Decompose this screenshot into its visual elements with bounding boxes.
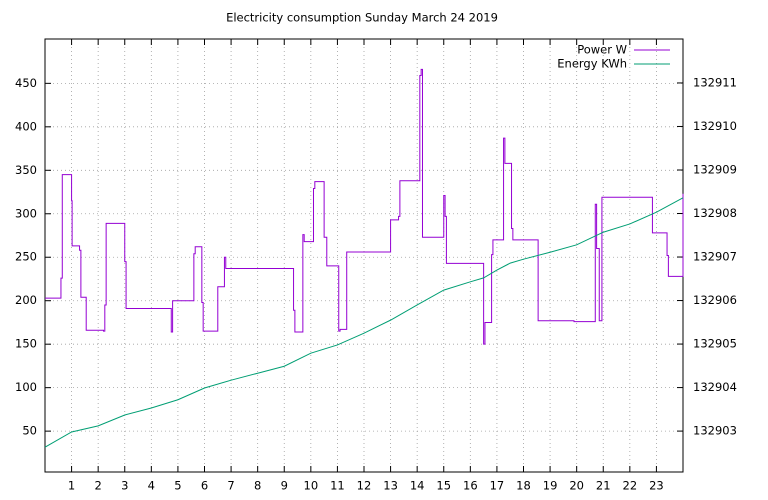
x-tick-label: 12 [357,479,372,493]
x-tick-label: 4 [148,479,155,493]
y-tick-label: 300 [15,206,37,220]
legend-label: Power W [577,43,627,57]
y-tick-label: 100 [15,380,37,394]
x-tick-label: 3 [121,479,128,493]
y2-tick-label: 132903 [693,424,737,438]
y2-tick-label: 132907 [693,250,737,264]
y2-tick-label: 132911 [693,75,737,89]
y-tick-label: 50 [22,424,37,438]
x-tick-label: 9 [281,479,288,493]
y-tick-label: 200 [15,293,37,307]
y2-tick-label: 132910 [693,119,737,133]
x-tick-label: 20 [569,479,584,493]
x-tick-label: 14 [410,479,425,493]
series-line [44,197,684,448]
chart-title: Electricity consumption Sunday March 24 … [226,11,498,25]
x-tick-label: 15 [436,479,451,493]
x-tick-label: 8 [254,479,261,493]
y-tick-label: 150 [15,337,37,351]
x-tick-label: 13 [383,479,398,493]
series-line [45,68,684,345]
y2-tick-label: 132905 [693,337,737,351]
x-tick-label: 17 [490,479,505,493]
y2-tick-label: 132908 [693,206,737,220]
x-tick-label: 2 [95,479,102,493]
x-tick-label: 6 [201,479,208,493]
y-tick-label: 250 [15,250,37,264]
y2-tick-label: 132906 [693,293,737,307]
x-tick-label: 16 [463,479,478,493]
x-tick-label: 18 [516,479,531,493]
x-tick-label: 21 [596,479,611,493]
x-tick-label: 22 [623,479,638,493]
x-tick-label: 7 [227,479,234,493]
legend-label: Energy KWh [557,57,627,71]
y2-tick-label: 132904 [693,380,737,394]
x-tick-label: 11 [330,479,345,493]
y-tick-label: 350 [15,163,37,177]
y-tick-label: 400 [15,119,37,133]
x-tick-label: 23 [649,479,664,493]
y2-tick-label: 132909 [693,162,737,176]
x-tick-label: 5 [174,479,181,493]
y-tick-label: 450 [15,76,37,90]
x-tick-label: 10 [304,479,319,493]
x-tick-label: 19 [543,479,558,493]
x-tick-label: 1 [68,479,75,493]
